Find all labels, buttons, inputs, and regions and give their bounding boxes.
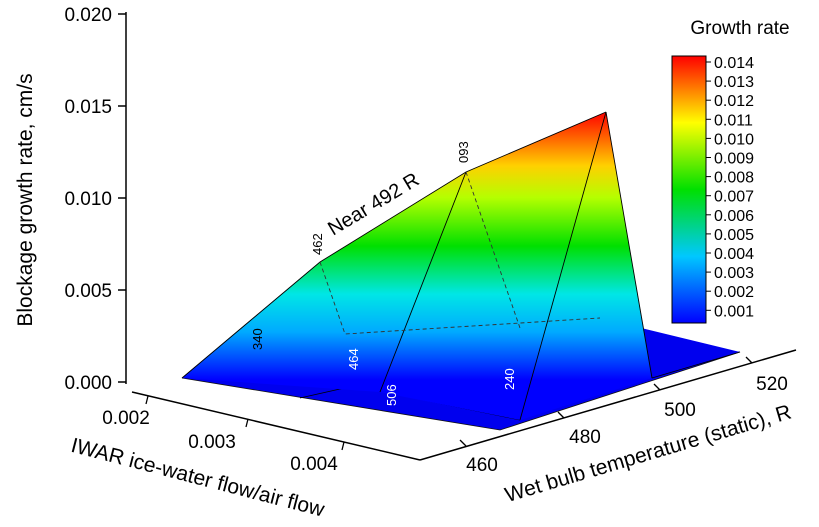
z-tick-label: 0.005 — [64, 281, 112, 302]
z-tick-label: 0.020 — [64, 5, 112, 26]
point-labels: 340 462 093 464 506 240 — [250, 141, 517, 406]
colorbar-gradient — [671, 55, 707, 324]
point-label: 464 — [346, 348, 361, 370]
point-label: 240 — [502, 368, 517, 390]
colorbar-tick-label: 0.006 — [714, 208, 754, 225]
colorbar-tick-label: 0.004 — [714, 246, 754, 263]
colorbar-tick-label: 0.014 — [714, 55, 754, 72]
surface — [181, 111, 741, 421]
y-tick-label: 460 — [466, 455, 498, 476]
z-axis-title: Blockage growth rate, cm/s — [14, 73, 37, 326]
x-axis: 0.002 0.003 0.004 IWAR ice-water flow/ai… — [69, 391, 421, 522]
colorbar-tick-label: 0.001 — [714, 303, 754, 320]
x-tick-label: 0.002 — [102, 408, 150, 429]
colorbar-tick-label: 0.003 — [714, 265, 754, 282]
point-label: 462 — [310, 233, 325, 255]
y-tick-label: 500 — [664, 400, 696, 421]
point-label: 093 — [456, 141, 471, 163]
colorbar-tick-label: 0.011 — [714, 112, 753, 129]
colorbar-tick-label: 0.005 — [714, 227, 754, 244]
point-label: 340 — [250, 328, 265, 350]
y-tick-label: 520 — [756, 374, 788, 395]
colorbar-tick-label: 0.010 — [714, 131, 754, 148]
x-tick-label: 0.003 — [188, 432, 236, 453]
z-axis: 0.020 0.015 0.010 0.005 0.000 Blockage g… — [14, 5, 127, 394]
colorbar-tick-label: 0.009 — [714, 151, 754, 168]
colorbar-tick-label: 0.013 — [714, 74, 754, 91]
z-tick-label: 0.010 — [64, 189, 112, 210]
z-tick-label: 0.015 — [64, 97, 112, 118]
point-label: 506 — [384, 384, 399, 406]
colorbar-tick-label: 0.007 — [714, 189, 754, 206]
y-axis-title: Wet bulb temperature (static), R — [502, 401, 794, 507]
colorbar-tick-label: 0.008 — [714, 170, 754, 187]
colorbar-title: Growth rate — [690, 18, 789, 39]
colorbar-tick-label: 0.012 — [714, 93, 754, 110]
y-tick-label: 480 — [569, 427, 601, 448]
z-tick-label: 0.000 — [64, 373, 112, 394]
colorbar-tick-label: 0.002 — [714, 284, 754, 301]
x-tick-label: 0.004 — [290, 454, 338, 475]
colorbar: Growth rate 0.014 0.013 0.012 0.011 0.010 0.0… — [671, 18, 790, 324]
